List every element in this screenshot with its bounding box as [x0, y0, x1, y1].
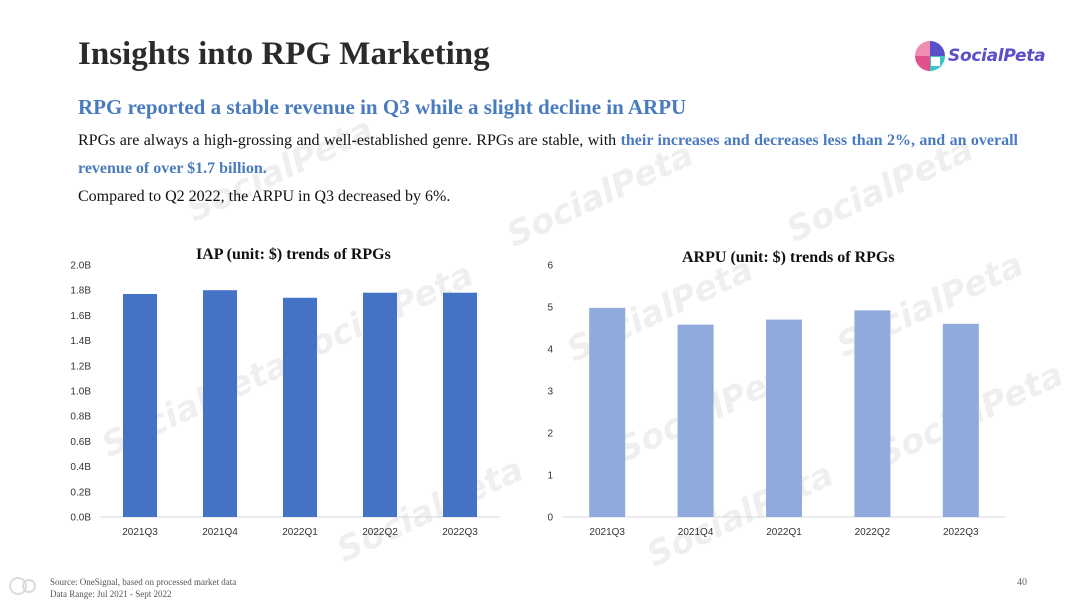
iap-bar-2021Q3: [123, 293, 157, 517]
iap-x-tick-label: 2022Q2: [362, 527, 398, 538]
iap-x-tick-label: 2021Q3: [122, 527, 158, 538]
iap-bar-chart: 0.0B 0.2B 0.4B 0.6B 0.8B 1.0B 1.2B 1.4B 1.6B 1.8B…: [70, 261, 500, 538]
slide-title: Insights into RPG Marketing: [78, 36, 490, 72]
iap-x-tick-label: 2021Q4: [202, 527, 238, 538]
iap-y-tick-label: 0.0B: [70, 513, 91, 524]
arpu-y-tick-label: 4: [547, 345, 553, 356]
brand-name: SocialPeta: [948, 46, 1046, 66]
iap-x-tick-label: 2022Q3: [442, 527, 478, 538]
iap-bar-2022Q3: [443, 292, 477, 517]
arpu-bar-2022Q1: [766, 319, 802, 517]
footer-source: Source: OneSignal, based on processed ma…: [50, 576, 236, 600]
arpu-bar-chart: 0 1 2 3 4 5 6 2021Q3 2021Q4 2022Q1 2022Q2 2022Q3: [547, 261, 1005, 538]
iap-y-tick-label: 0.6B: [70, 437, 91, 448]
iap-y-tick-label: 1.4B: [70, 336, 91, 347]
iap-y-tick-label: 1.0B: [70, 387, 91, 398]
arpu-y-tick-label: 2: [547, 429, 553, 440]
iap-x-tick-label: 2022Q1: [282, 527, 318, 538]
iap-y-tick-label: 1.8B: [70, 286, 91, 297]
footer-range-line: Data Range: Jul 2021 - Sept 2022: [50, 589, 172, 599]
arpu-y-tick-label: 5: [547, 303, 553, 314]
arpu-x-tick-label: 2021Q4: [678, 527, 714, 538]
iap-bar-2022Q2: [363, 292, 397, 517]
arpu-y-tick-label: 3: [547, 387, 553, 398]
paragraph-1: RPGs are always a high-grossing and well…: [78, 127, 1018, 183]
brand-logo: SocialPeta: [914, 40, 1046, 72]
arpu-bar-2022Q2: [854, 310, 891, 517]
iap-y-tick-label: 0.2B: [70, 487, 91, 498]
arpu-bar-2022Q3: [942, 323, 979, 517]
slide-subtitle: RPG reported a stable revenue in Q3 whil…: [78, 95, 687, 119]
page-number: 40: [1017, 577, 1027, 588]
arpu-bar-2021Q3: [589, 307, 626, 517]
arpu-x-tick-label: 2021Q3: [589, 527, 625, 538]
arpu-y-tick-label: 1: [547, 471, 553, 482]
arpu-chart-title: ARPU (unit: $) trends of RPGs: [682, 249, 895, 266]
arpu-bar-2021Q4: [677, 324, 714, 517]
socialpeta-logo-icon: [915, 41, 945, 71]
paragraph-1-highlight: their increases and decreases less than …: [78, 132, 1019, 177]
iap-y-tick-label: 0.8B: [70, 412, 91, 423]
arpu-x-tick-label: 2022Q2: [855, 527, 891, 538]
arpu-x-tick-label: 2022Q3: [943, 527, 979, 538]
iap-y-tick-label: 1.6B: [70, 311, 91, 322]
footer-source-line: Source: OneSignal, based on processed ma…: [50, 577, 237, 587]
iap-chart-title: IAP (unit: $) trends of RPGs: [196, 246, 391, 263]
corner-logo-icon: [9, 577, 36, 595]
paragraph-1-text: RPGs are always a high-grossing and well…: [78, 132, 621, 149]
paragraph-2: Compared to Q2 2022, the ARPU in Q3 decr…: [78, 188, 451, 205]
iap-y-tick-label: 0.4B: [70, 462, 91, 473]
iap-bar-2022Q1: [283, 297, 317, 517]
iap-y-tick-label: 1.2B: [70, 361, 91, 372]
arpu-y-tick-label: 0: [547, 513, 553, 524]
arpu-x-tick-label: 2022Q1: [766, 527, 802, 538]
iap-bar-2021Q4: [203, 290, 237, 517]
arpu-y-tick-label: 6: [547, 261, 553, 272]
iap-y-tick-label: 2.0B: [70, 261, 91, 272]
